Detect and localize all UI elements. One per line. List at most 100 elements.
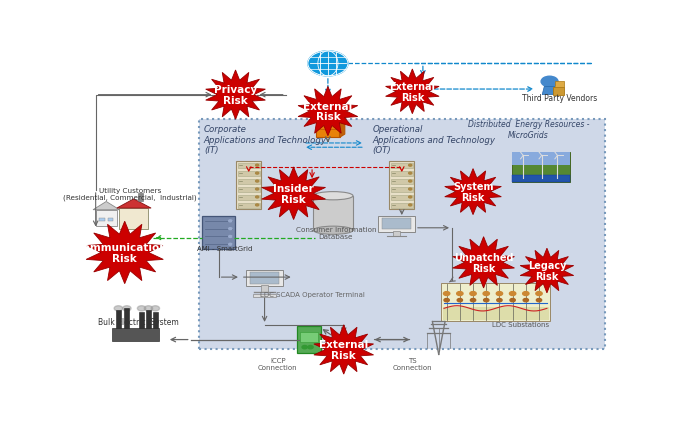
Circle shape	[443, 292, 450, 296]
Text: AMI - SmartGrid: AMI - SmartGrid	[197, 245, 253, 251]
Circle shape	[457, 292, 463, 296]
Text: LDC SCADA Operator Terminal: LDC SCADA Operator Terminal	[259, 291, 364, 297]
Text: LDC Substations: LDC Substations	[492, 321, 549, 327]
Text: External
Risk: External Risk	[319, 339, 368, 360]
Circle shape	[409, 196, 412, 199]
Circle shape	[255, 173, 259, 175]
Polygon shape	[314, 325, 374, 374]
FancyBboxPatch shape	[238, 179, 260, 185]
FancyBboxPatch shape	[300, 332, 318, 342]
FancyBboxPatch shape	[199, 120, 605, 350]
Text: System
Risk: System Risk	[453, 182, 493, 202]
FancyBboxPatch shape	[391, 203, 413, 209]
Circle shape	[510, 299, 516, 302]
Circle shape	[509, 292, 516, 296]
Circle shape	[229, 236, 232, 238]
Circle shape	[409, 165, 412, 167]
FancyBboxPatch shape	[391, 179, 413, 185]
Circle shape	[308, 52, 348, 77]
Circle shape	[255, 189, 259, 190]
Circle shape	[541, 77, 558, 87]
FancyBboxPatch shape	[382, 219, 411, 230]
Text: Utility Customers
(Residential, Commercial,  Industrial): Utility Customers (Residential, Commerci…	[63, 187, 197, 201]
Text: Insider
Risk: Insider Risk	[273, 184, 314, 204]
Polygon shape	[445, 169, 501, 215]
Text: Distributed  Energy Resources -
MicroGrids: Distributed Energy Resources - MicroGrid…	[468, 120, 589, 139]
Polygon shape	[520, 249, 573, 293]
FancyBboxPatch shape	[99, 219, 105, 222]
FancyBboxPatch shape	[379, 216, 415, 232]
Circle shape	[523, 299, 528, 302]
Polygon shape	[453, 237, 514, 288]
FancyBboxPatch shape	[238, 187, 260, 193]
FancyBboxPatch shape	[238, 203, 260, 209]
FancyBboxPatch shape	[511, 153, 569, 166]
Circle shape	[457, 299, 462, 302]
FancyBboxPatch shape	[112, 328, 159, 341]
Circle shape	[483, 292, 490, 296]
Circle shape	[302, 345, 307, 349]
Circle shape	[138, 306, 146, 311]
Polygon shape	[86, 222, 163, 284]
FancyBboxPatch shape	[146, 310, 151, 328]
Circle shape	[123, 306, 131, 311]
Text: Legacy
Risk: Legacy Risk	[528, 261, 566, 281]
FancyBboxPatch shape	[116, 310, 121, 328]
Circle shape	[255, 181, 259, 183]
Text: TS
Connection: TS Connection	[392, 357, 432, 370]
Circle shape	[470, 292, 476, 296]
Circle shape	[522, 292, 529, 296]
FancyBboxPatch shape	[238, 164, 260, 169]
Circle shape	[497, 299, 502, 302]
Circle shape	[255, 196, 259, 199]
Circle shape	[229, 228, 232, 230]
FancyBboxPatch shape	[441, 283, 550, 321]
FancyBboxPatch shape	[511, 153, 569, 182]
FancyBboxPatch shape	[238, 196, 260, 201]
FancyBboxPatch shape	[391, 172, 413, 177]
Circle shape	[537, 299, 541, 302]
Text: External
Risk: External Risk	[390, 82, 435, 103]
FancyBboxPatch shape	[153, 313, 158, 328]
FancyBboxPatch shape	[555, 82, 565, 88]
Ellipse shape	[313, 192, 353, 200]
Polygon shape	[206, 71, 266, 120]
FancyBboxPatch shape	[313, 196, 353, 231]
Circle shape	[536, 292, 542, 296]
Text: External
Risk: External Risk	[303, 101, 353, 122]
FancyBboxPatch shape	[108, 219, 113, 222]
FancyBboxPatch shape	[316, 109, 340, 138]
Text: Third Party Vendors: Third Party Vendors	[522, 94, 598, 103]
Circle shape	[255, 165, 259, 167]
Circle shape	[308, 345, 313, 349]
FancyBboxPatch shape	[138, 194, 143, 202]
Text: ICCP
Connection: ICCP Connection	[258, 357, 298, 370]
Circle shape	[496, 292, 503, 296]
FancyBboxPatch shape	[389, 162, 415, 210]
FancyBboxPatch shape	[391, 196, 413, 201]
Polygon shape	[93, 202, 119, 210]
Circle shape	[409, 181, 412, 183]
Polygon shape	[340, 105, 345, 138]
Circle shape	[114, 306, 123, 311]
Polygon shape	[316, 105, 345, 109]
FancyBboxPatch shape	[139, 313, 144, 328]
Polygon shape	[117, 199, 151, 209]
FancyBboxPatch shape	[202, 217, 235, 249]
FancyBboxPatch shape	[393, 231, 400, 236]
FancyBboxPatch shape	[236, 162, 262, 210]
Circle shape	[409, 189, 412, 190]
Text: Bulk Electric  System: Bulk Electric System	[97, 317, 178, 326]
Polygon shape	[385, 70, 439, 115]
Polygon shape	[542, 87, 557, 95]
Circle shape	[229, 220, 232, 222]
FancyBboxPatch shape	[124, 308, 129, 328]
Circle shape	[144, 306, 153, 311]
Circle shape	[409, 204, 412, 207]
Ellipse shape	[313, 227, 353, 235]
FancyBboxPatch shape	[443, 307, 548, 320]
FancyBboxPatch shape	[511, 176, 569, 182]
Text: Unpatched
Risk: Unpatched Risk	[454, 252, 513, 273]
FancyBboxPatch shape	[391, 187, 413, 193]
FancyBboxPatch shape	[250, 273, 279, 284]
